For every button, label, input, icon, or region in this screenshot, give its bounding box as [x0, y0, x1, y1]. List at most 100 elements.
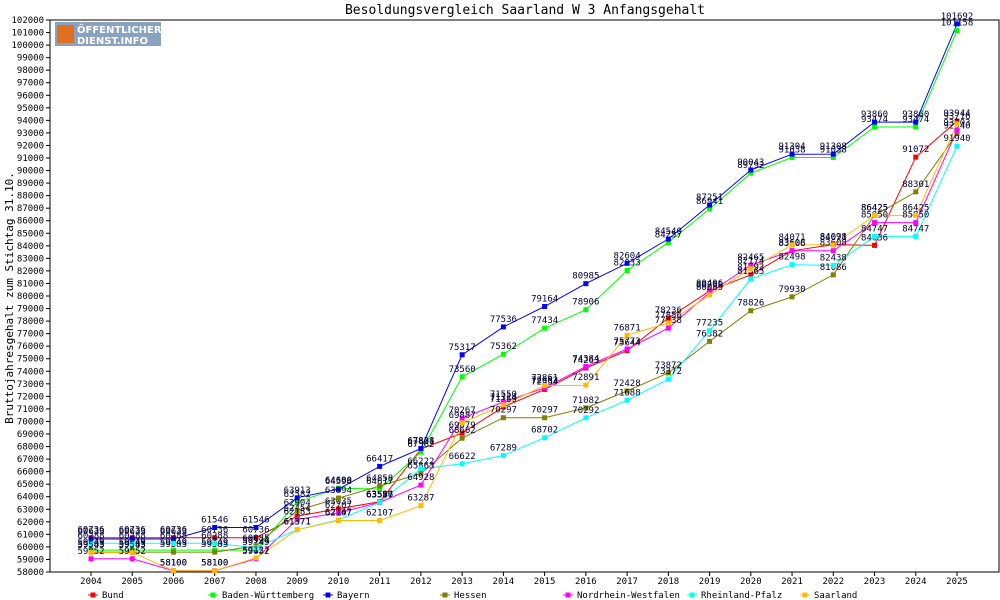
data-label: 64858 [366, 474, 393, 484]
data-label: 62183 [284, 508, 311, 518]
x-tick-label: 2021 [781, 577, 803, 587]
logo: ÖFFENTLICHER DIENST.INFO [55, 22, 162, 47]
data-point [748, 262, 754, 268]
data-label: 71688 [614, 388, 641, 398]
data-label: 61546 [201, 516, 228, 526]
x-tick-label: 2022 [822, 577, 844, 587]
data-label: 101692 [941, 12, 974, 22]
legend-label: Rheinland-Pfalz [701, 591, 782, 600]
y-tick-label: 65000 [17, 480, 44, 490]
data-point [789, 248, 795, 254]
x-tick-label: 2016 [575, 577, 597, 587]
data-point [377, 517, 383, 523]
data-point [913, 212, 919, 218]
y-tick-label: 93000 [17, 129, 44, 139]
data-point [789, 242, 795, 248]
x-tick-label: 2010 [328, 577, 350, 587]
legend-swatch-marker [210, 592, 216, 598]
data-point [459, 420, 465, 426]
data-label: 60633 [119, 527, 146, 537]
data-label: 91038 [820, 146, 847, 156]
data-label: 86941 [696, 197, 723, 207]
data-label: 60736 [119, 526, 146, 536]
data-label: 71082 [572, 396, 599, 406]
data-label: 60633 [160, 527, 187, 537]
data-point [624, 346, 630, 352]
x-tick-label: 2012 [410, 577, 432, 587]
data-point [913, 189, 919, 195]
data-point [500, 402, 506, 408]
data-label: 59543 [77, 541, 104, 551]
x-tick-label: 2011 [369, 577, 391, 587]
legend-swatch-marker [565, 592, 571, 598]
y-tick-label: 71000 [17, 405, 44, 415]
legend-label: Baden-Württemberg [222, 591, 314, 600]
data-point [212, 525, 218, 531]
data-point [88, 540, 94, 546]
y-tick-label: 70000 [17, 417, 44, 427]
data-label: 71324 [490, 393, 517, 403]
data-point [624, 260, 630, 266]
data-label: 84098 [820, 233, 847, 243]
data-label: 66222 [407, 457, 434, 467]
data-label: 72554 [531, 377, 558, 387]
y-axis-label: Bruttojahresgehalt zum Stichtag 31.10. [3, 172, 16, 424]
data-point [253, 535, 259, 541]
data-point [789, 294, 795, 300]
data-label: 72682 [531, 376, 558, 386]
data-label: 69887 [449, 411, 476, 421]
data-label: 58100 [201, 559, 228, 569]
data-label: 79164 [531, 294, 558, 304]
series-line [91, 133, 958, 553]
data-label: 64598 [325, 477, 352, 487]
data-label: 91940 [943, 134, 970, 144]
data-label: 67801 [407, 437, 434, 447]
data-label: 67289 [490, 443, 517, 453]
data-label: 60736 [242, 526, 269, 536]
data-point [707, 206, 713, 212]
data-point [542, 383, 548, 389]
data-point [542, 325, 548, 331]
data-label: 91038 [779, 146, 806, 156]
x-tick-label: 2004 [80, 577, 102, 587]
data-point [418, 470, 424, 476]
data-point [418, 466, 424, 472]
data-point [789, 151, 795, 157]
data-label: 82174 [737, 257, 764, 267]
data-point [913, 154, 919, 160]
data-point [294, 495, 300, 501]
data-label: 60633 [77, 527, 104, 537]
data-label: 75644 [614, 339, 641, 349]
data-label: 90043 [737, 158, 764, 168]
data-point [459, 352, 465, 358]
data-label: 60288 [77, 531, 104, 541]
y-tick-label: 59000 [17, 555, 44, 565]
y-tick-label: 90000 [17, 167, 44, 177]
y-tick-label: 94000 [17, 116, 44, 126]
data-label: 73372 [655, 367, 682, 377]
x-tick-label: 2013 [451, 577, 473, 587]
legend-label: Saarland [814, 591, 857, 600]
data-point [707, 202, 713, 208]
y-tick-label: 89000 [17, 179, 44, 189]
data-point [748, 170, 754, 176]
data-point [954, 118, 960, 124]
data-point [253, 525, 259, 531]
data-label: 63547 [366, 490, 393, 500]
data-label: 64680 [325, 476, 352, 486]
data-point [665, 325, 671, 331]
data-label: 82604 [614, 251, 641, 261]
data-label: 64617 [366, 477, 393, 487]
data-label: 74263 [572, 356, 599, 366]
data-point [665, 240, 671, 246]
data-label: 74384 [572, 354, 599, 364]
data-point [418, 446, 424, 452]
data-point [665, 376, 671, 382]
data-point [583, 281, 589, 287]
data-label: 89792 [737, 161, 764, 171]
y-tick-label: 64000 [17, 493, 44, 503]
data-label: 88301 [902, 180, 929, 190]
y-tick-label: 73000 [17, 380, 44, 390]
y-tick-label: 88000 [17, 192, 44, 202]
